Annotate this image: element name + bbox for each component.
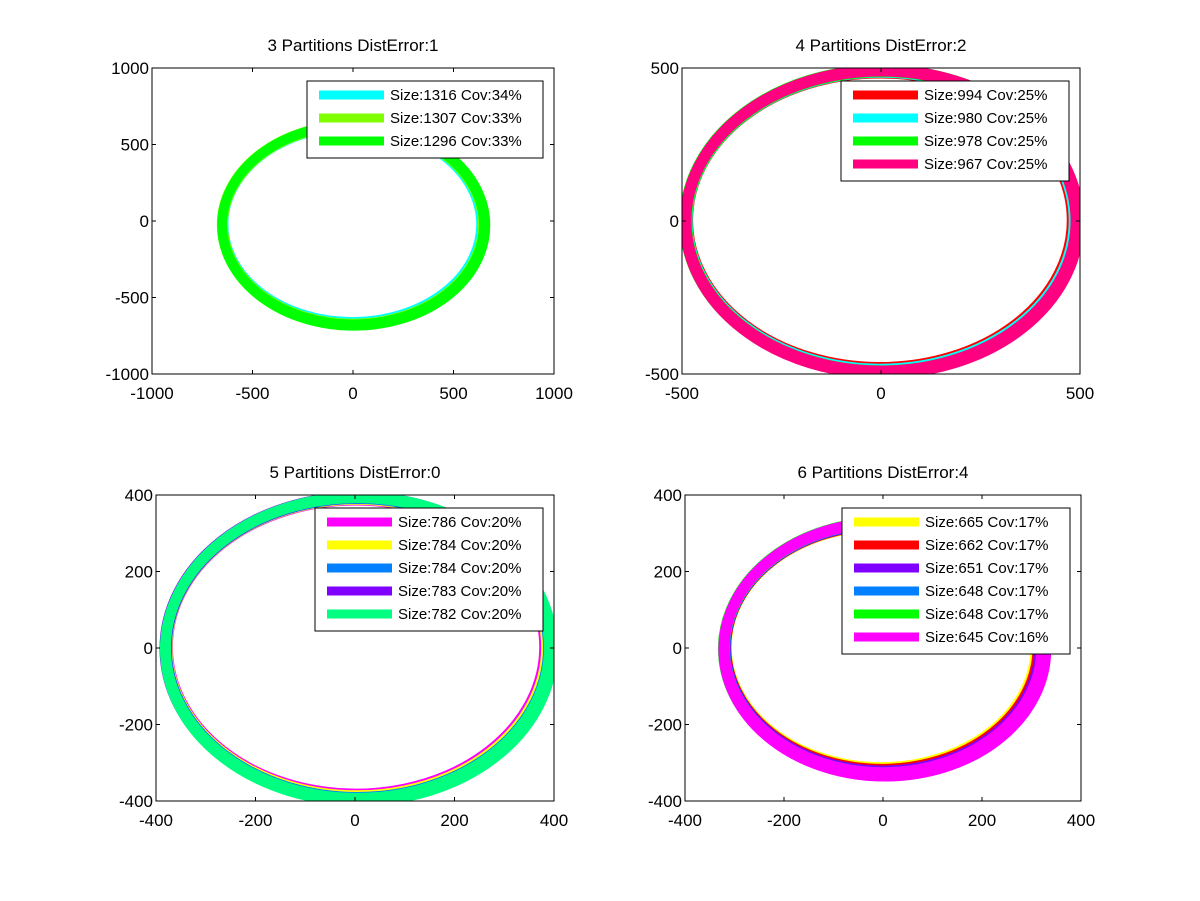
x-tick-label: -200 xyxy=(238,811,272,830)
legend-entry: Size:784 Cov:20% xyxy=(398,560,521,577)
subplot-4: -400 -200 0 200 400 -400 -200 0 200 400 6 Partitio… xyxy=(648,463,1095,830)
y-tick-label: 500 xyxy=(651,59,679,78)
legend-entry: Size:783 Cov:20% xyxy=(398,583,521,600)
legend: Size:1316 Cov:34% Size:1307 Cov:33% Size:1… xyxy=(306,80,544,159)
x-tick-label: 0 xyxy=(876,384,885,403)
legend-box xyxy=(841,507,1071,655)
x-tick-label: 0 xyxy=(878,811,887,830)
x-tick-label: 0 xyxy=(350,811,359,830)
y-tick-label: 0 xyxy=(670,212,679,231)
legend: Size:994 Cov:25% Size:980 Cov:25% Size:978… xyxy=(840,80,1070,182)
x-tick-label: -200 xyxy=(767,811,801,830)
subplot-title: 5 Partitions DistError:0 xyxy=(270,463,441,482)
y-tick-label: -200 xyxy=(648,716,682,735)
legend-entry: Size:665 Cov:17% xyxy=(925,514,1048,531)
subplot-1: -1000 -500 0 500 1000 -1000 -500 0 500 1000 3 Part… xyxy=(106,36,573,403)
x-tick-label: -400 xyxy=(668,811,702,830)
legend-entry: Size:980 Cov:25% xyxy=(924,110,1047,127)
y-tick-label: -400 xyxy=(648,792,682,811)
subplot-title: 4 Partitions DistError:2 xyxy=(796,36,967,55)
y-tick-label: 0 xyxy=(140,212,149,231)
y-tick-label: -1000 xyxy=(106,365,149,384)
y-tick-label: -200 xyxy=(119,716,153,735)
y-tick-label: -500 xyxy=(115,289,149,308)
subplot-2: -500 0 500 -500 0 500 4 Partitions DistError:2… xyxy=(645,36,1094,403)
legend-entry: Size:648 Cov:17% xyxy=(925,583,1048,600)
subplot-title: 3 Partitions DistError:1 xyxy=(268,36,439,55)
subplot-3: -400 -200 0 200 400 -400 -200 0 200 400 5 Partitio… xyxy=(119,463,568,830)
x-tick-label: 500 xyxy=(439,384,467,403)
legend: Size:786 Cov:20% Size:784 Cov:20% Size:784… xyxy=(314,507,544,632)
x-tick-label: -400 xyxy=(139,811,173,830)
x-tick-label: 200 xyxy=(968,811,996,830)
legend-entry: Size:1296 Cov:33% xyxy=(390,133,522,150)
legend-entry: Size:1316 Cov:34% xyxy=(390,87,522,104)
y-tick-label: 400 xyxy=(654,486,682,505)
y-tick-label: -400 xyxy=(119,792,153,811)
x-tick-label: 0 xyxy=(348,384,357,403)
legend: Size:665 Cov:17% Size:662 Cov:17% Size:651… xyxy=(841,507,1071,655)
x-tick-label: 1000 xyxy=(535,384,573,403)
x-tick-label: 400 xyxy=(540,811,568,830)
x-tick-label: 400 xyxy=(1067,811,1095,830)
y-tick-label: 200 xyxy=(125,563,153,582)
legend-entry: Size:645 Cov:16% xyxy=(925,629,1048,646)
x-tick-label: -500 xyxy=(235,384,269,403)
series-ring-top xyxy=(160,495,554,801)
subplot-title: 6 Partitions DistError:4 xyxy=(798,463,969,482)
x-tick-label: 200 xyxy=(440,811,468,830)
x-tick-label: -1000 xyxy=(130,384,173,403)
y-tick-label: 200 xyxy=(654,563,682,582)
y-tick-label: 1000 xyxy=(111,59,149,78)
y-tick-label: 500 xyxy=(121,136,149,155)
legend-entry: Size:994 Cov:25% xyxy=(924,87,1047,104)
y-tick-label: -500 xyxy=(645,365,679,384)
legend-entry: Size:784 Cov:20% xyxy=(398,537,521,554)
y-tick-label: 0 xyxy=(144,639,153,658)
legend-entry: Size:782 Cov:20% xyxy=(398,606,521,623)
ring-data xyxy=(159,495,554,801)
x-tick-label: 500 xyxy=(1066,384,1094,403)
y-tick-label: 400 xyxy=(125,486,153,505)
legend-entry: Size:1307 Cov:33% xyxy=(390,110,522,127)
legend-entry: Size:786 Cov:20% xyxy=(398,514,521,531)
y-tick-label: 0 xyxy=(673,639,682,658)
legend-entry: Size:662 Cov:17% xyxy=(925,537,1048,554)
legend-entry: Size:651 Cov:17% xyxy=(925,560,1048,577)
x-tick-label: -500 xyxy=(665,384,699,403)
legend-entry: Size:648 Cov:17% xyxy=(925,606,1048,623)
legend-entry: Size:978 Cov:25% xyxy=(924,133,1047,150)
legend-entry: Size:967 Cov:25% xyxy=(924,156,1047,173)
